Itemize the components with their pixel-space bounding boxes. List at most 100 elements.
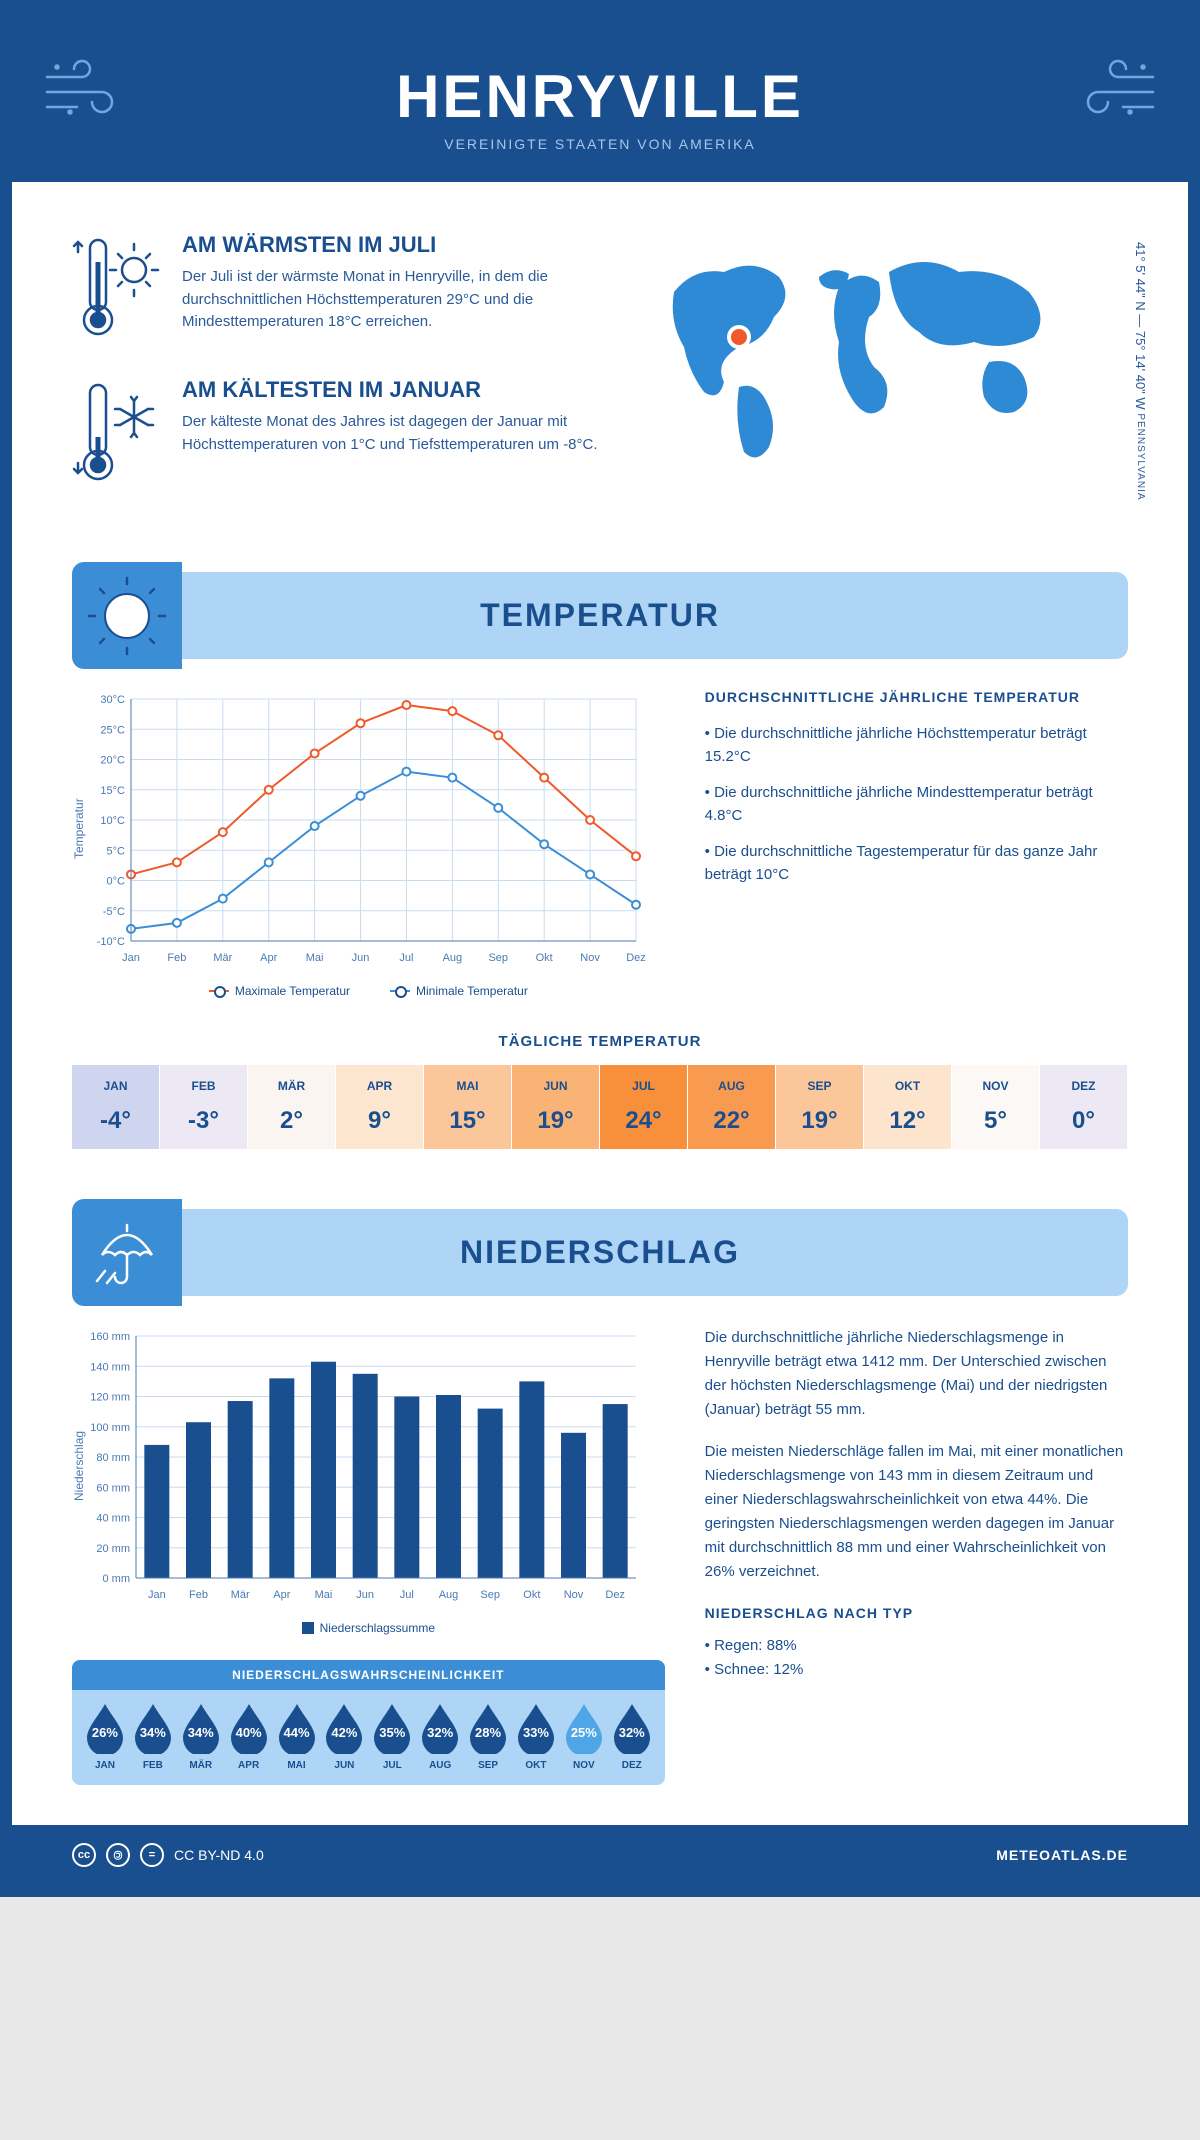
precipitation-text: Die durchschnittliche jährliche Niedersc…: [705, 1326, 1128, 1785]
daily-cell: APR9°: [336, 1065, 424, 1149]
fact-text: Der Juli ist der wärmste Monat in Henryv…: [182, 266, 604, 334]
svg-text:25°C: 25°C: [100, 724, 125, 736]
svg-text:Aug: Aug: [439, 1589, 459, 1601]
svg-text:20 mm: 20 mm: [96, 1543, 130, 1555]
svg-text:Jan: Jan: [122, 952, 140, 964]
y-axis-label: Temperatur: [72, 689, 86, 969]
page-subtitle: VEREINIGTE STAATEN VON AMERIKA: [72, 136, 1128, 152]
svg-text:Mai: Mai: [306, 952, 324, 964]
svg-text:20°C: 20°C: [100, 755, 125, 767]
section-precipitation: NIEDERSCHLAG: [72, 1209, 1128, 1296]
svg-text:Feb: Feb: [189, 1589, 208, 1601]
prob-cell: 26%JAN: [82, 1702, 128, 1771]
svg-text:Sep: Sep: [488, 952, 508, 964]
precip-paragraph: Die durchschnittliche jährliche Niedersc…: [705, 1326, 1128, 1422]
prob-cell: 44%MAI: [274, 1702, 320, 1771]
svg-text:Jan: Jan: [148, 1589, 166, 1601]
precipitation-probability: NIEDERSCHLAGSWAHRSCHEINLICHKEIT 26%JAN34…: [72, 1660, 665, 1785]
world-map: 41° 5' 44" N — 75° 14' 40" W PENNSYLVANI…: [644, 232, 1128, 522]
svg-text:30°C: 30°C: [100, 694, 125, 706]
prob-cell: 32%AUG: [417, 1702, 463, 1771]
svg-text:Aug: Aug: [443, 952, 463, 964]
wind-icon: [1058, 52, 1158, 127]
fact-title: AM WÄRMSTEN IM JULI: [182, 232, 604, 258]
daily-temperature-title: TÄGLICHE TEMPERATUR: [72, 1033, 1128, 1050]
license-text: CC BY-ND 4.0: [174, 1847, 264, 1863]
svg-text:10°C: 10°C: [100, 815, 125, 827]
umbrella-icon: [72, 1199, 182, 1306]
svg-text:80 mm: 80 mm: [96, 1452, 130, 1464]
section-title: NIEDERSCHLAG: [72, 1234, 1128, 1271]
info-bullet: • Die durchschnittliche Tagestemperatur …: [705, 841, 1128, 886]
svg-text:100 mm: 100 mm: [90, 1422, 130, 1434]
legend-precip: Niederschlagssumme: [320, 1621, 435, 1635]
prob-cell: 33%OKT: [513, 1702, 559, 1771]
svg-text:60 mm: 60 mm: [96, 1482, 130, 1494]
svg-text:Nov: Nov: [564, 1589, 584, 1601]
section-temperature: TEMPERATUR: [72, 572, 1128, 659]
svg-text:Jun: Jun: [352, 952, 370, 964]
fact-warmest: AM WÄRMSTEN IM JULI Der Juli ist der wär…: [72, 232, 604, 347]
section-title: TEMPERATUR: [72, 597, 1128, 634]
svg-text:Sep: Sep: [480, 1589, 500, 1601]
svg-text:120 mm: 120 mm: [90, 1392, 130, 1404]
precip-type-snow: • Schnee: 12%: [705, 1658, 1128, 1682]
prob-cell: 35%JUL: [369, 1702, 415, 1771]
svg-text:Mär: Mär: [213, 952, 232, 964]
svg-text:0°C: 0°C: [107, 876, 126, 888]
daily-cell: AUG22°: [688, 1065, 776, 1149]
daily-cell: DEZ0°: [1040, 1065, 1128, 1149]
thermometer-hot-icon: [72, 232, 162, 347]
svg-text:Feb: Feb: [167, 952, 186, 964]
info-bullet: • Die durchschnittliche jährliche Mindes…: [705, 782, 1128, 827]
prob-cell: 32%DEZ: [609, 1702, 655, 1771]
chart-legend: Niederschlagssumme: [72, 1621, 665, 1635]
daily-cell: JAN-4°: [72, 1065, 160, 1149]
fact-text: Der kälteste Monat des Jahres ist dagege…: [182, 411, 604, 456]
svg-text:Apr: Apr: [273, 1589, 290, 1601]
precip-paragraph: Die meisten Niederschläge fallen im Mai,…: [705, 1440, 1128, 1584]
by-icon: 🄯: [106, 1843, 130, 1867]
daily-cell: SEP19°: [776, 1065, 864, 1149]
svg-text:5°C: 5°C: [107, 845, 126, 857]
license: cc 🄯 = CC BY-ND 4.0: [72, 1843, 264, 1867]
svg-text:0 mm: 0 mm: [103, 1573, 131, 1585]
daily-cell: MÄR2°: [248, 1065, 336, 1149]
info-heading: DURCHSCHNITTLICHE JÄHRLICHE TEMPERATUR: [705, 689, 1128, 705]
prob-cell: 25%NOV: [561, 1702, 607, 1771]
header: HENRYVILLE VEREINIGTE STAATEN VON AMERIK…: [12, 12, 1188, 182]
svg-text:-10°C: -10°C: [97, 936, 125, 948]
daily-cell: MAI15°: [424, 1065, 512, 1149]
svg-text:40 mm: 40 mm: [96, 1513, 130, 1525]
site-name: METEOATLAS.DE: [996, 1847, 1128, 1863]
svg-text:Apr: Apr: [260, 952, 277, 964]
fact-title: AM KÄLTESTEN IM JANUAR: [182, 377, 604, 403]
prob-cell: 34%MÄR: [178, 1702, 224, 1771]
daily-cell: JUL24°: [600, 1065, 688, 1149]
svg-text:Mai: Mai: [315, 1589, 333, 1601]
daily-cell: NOV5°: [952, 1065, 1040, 1149]
svg-text:Mär: Mär: [231, 1589, 250, 1601]
precip-type-heading: NIEDERSCHLAG NACH TYP: [705, 1602, 1128, 1624]
prob-cell: 42%JUN: [321, 1702, 367, 1771]
prob-cell: 28%SEP: [465, 1702, 511, 1771]
svg-text:Okt: Okt: [523, 1589, 540, 1601]
svg-text:Okt: Okt: [536, 952, 553, 964]
region: PENNSYLVANIA: [1135, 413, 1146, 500]
nd-icon: =: [140, 1843, 164, 1867]
precip-type-rain: • Regen: 88%: [705, 1634, 1128, 1658]
svg-text:160 mm: 160 mm: [90, 1331, 130, 1343]
prob-cell: 34%FEB: [130, 1702, 176, 1771]
prob-title: NIEDERSCHLAGSWAHRSCHEINLICHKEIT: [72, 1660, 665, 1690]
sun-icon: [72, 562, 182, 669]
info-bullet: • Die durchschnittliche jährliche Höchst…: [705, 723, 1128, 768]
chart-legend: Maximale Temperatur Minimale Temperatur: [72, 984, 665, 998]
legend-min: Minimale Temperatur: [416, 984, 528, 998]
svg-text:-5°C: -5°C: [103, 906, 125, 918]
daily-cell: OKT12°: [864, 1065, 952, 1149]
svg-text:15°C: 15°C: [100, 785, 125, 797]
daily-cell: FEB-3°: [160, 1065, 248, 1149]
cc-icon: cc: [72, 1843, 96, 1867]
daily-cell: JUN19°: [512, 1065, 600, 1149]
svg-text:Dez: Dez: [626, 952, 646, 964]
